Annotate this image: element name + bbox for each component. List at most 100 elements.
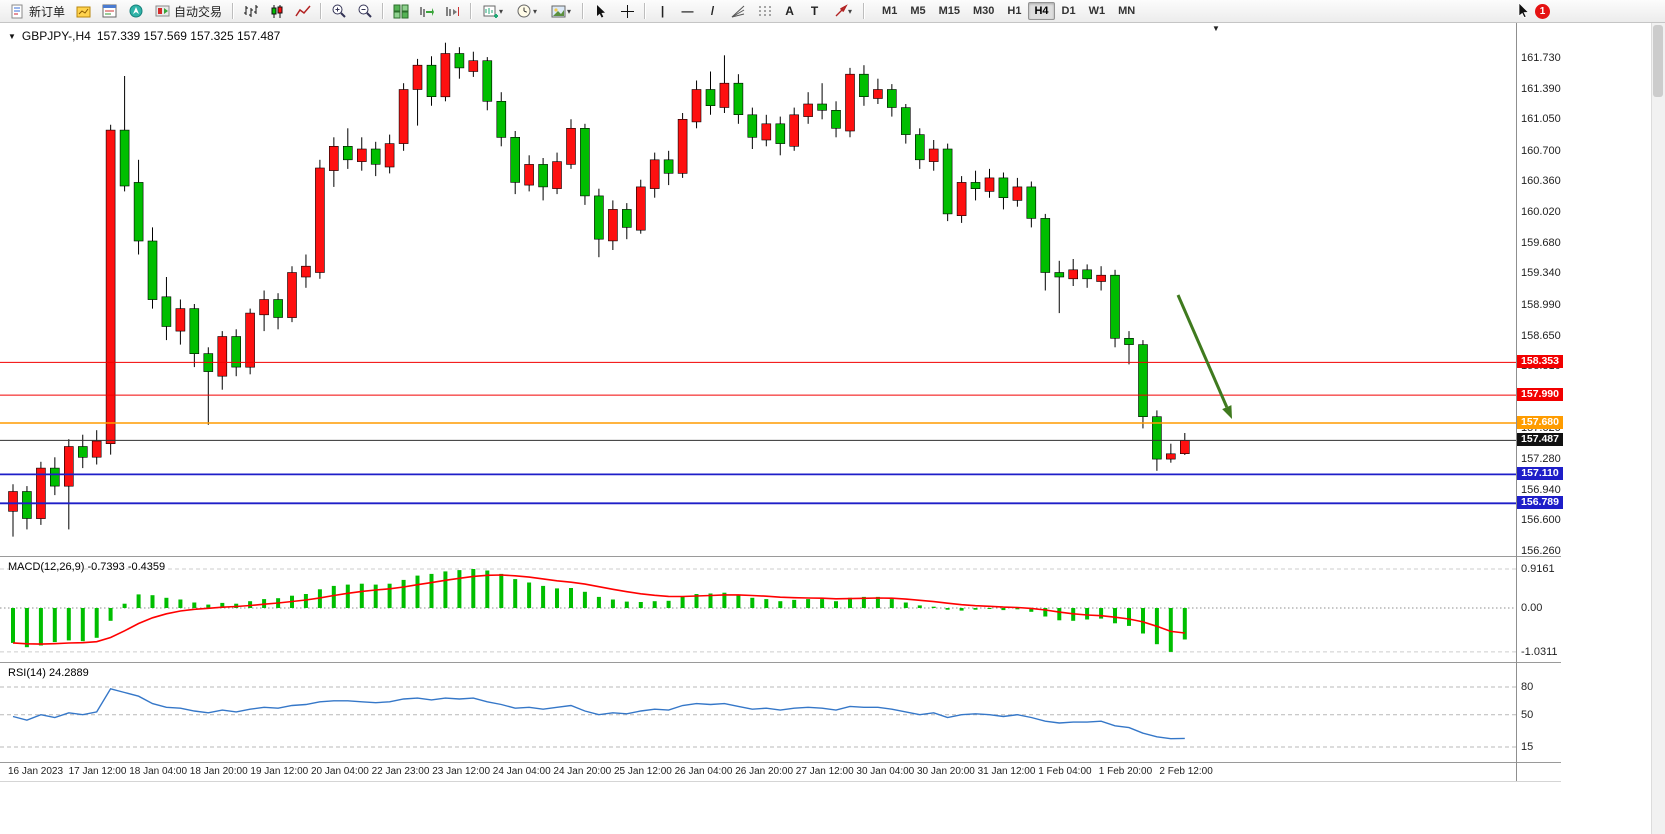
price-line-badge: 157.680 (1517, 416, 1563, 430)
macd-panel-canvas[interactable] (0, 558, 1516, 662)
autotrading-label: 自动交易 (174, 4, 223, 19)
macd-panel-separator[interactable] (0, 556, 1561, 557)
timeframe-H1-button[interactable]: H1 (1007, 5, 1022, 17)
time-axis-label: 19 Jan 12:00 (250, 766, 309, 777)
toolbar-separator (863, 3, 866, 19)
ohlc-collapse-icon[interactable]: ▼ (8, 31, 16, 41)
trendline-icon: / (710, 4, 715, 18)
auto-scroll-icon (420, 6, 435, 17)
price-axis-label: 159.680 (1521, 236, 1561, 249)
price-axis-label: 161.390 (1521, 82, 1561, 95)
zoom-out-button[interactable] (353, 1, 377, 22)
vertical-line-tool-button[interactable]: | (651, 1, 674, 22)
autotrading-icon (155, 5, 170, 16)
market-watch-icon (102, 4, 117, 17)
price-axis-label: 160.020 (1521, 206, 1561, 219)
time-axis[interactable]: 16 Jan 2023 17 Jan 12:00 18 Jan 04:00 18 Ja… (0, 763, 1516, 782)
bar-chart-button[interactable] (239, 1, 263, 22)
notification-count: 1 (1539, 5, 1546, 17)
chart-ohlc-values: 157.339 157.569 157.325 157.487 (96, 29, 281, 43)
toolbar: 新订单 自动交易 (0, 0, 1665, 23)
timeframe-M30-button[interactable]: M30 (973, 5, 995, 17)
cycle-lines-tool-button[interactable] (752, 1, 776, 22)
auto-scroll-button[interactable] (415, 1, 439, 22)
timeframe-M5-button[interactable]: M5 (910, 5, 926, 17)
periodicity-button[interactable]: ▾ (511, 1, 543, 22)
timeframe-M15-button[interactable]: M15 (938, 5, 960, 17)
timeframe-D1-button[interactable]: D1 (1061, 5, 1076, 17)
market-watch-button[interactable] (98, 1, 122, 22)
text-label-tool-button[interactable]: T (803, 1, 826, 22)
time-axis-label: 1 Feb 04:00 (1038, 766, 1092, 777)
price-chart-canvas[interactable] (0, 23, 1516, 556)
vertical-scrollbar[interactable] (1651, 23, 1665, 834)
chart-symbol-period: GBPJPY-,H4 (21, 29, 91, 43)
timeframe-H4-button[interactable]: H4 (1028, 2, 1055, 20)
navigator-button[interactable] (124, 1, 148, 22)
macd-axis-label: -1.0311 (1521, 645, 1558, 658)
toolbar-separator (470, 3, 473, 19)
time-axis-label: 20 Jan 04:00 (311, 766, 369, 777)
chart-shift-marker[interactable]: ▼ (1212, 24, 1220, 33)
price-line-badge: 157.990 (1517, 388, 1563, 402)
price-axis-label: 156.600 (1521, 514, 1561, 527)
fibonacci-tool-button[interactable] (726, 1, 750, 22)
arrow-shape-icon (835, 4, 848, 17)
time-axis-label: 31 Jan 12:00 (977, 766, 1036, 777)
time-axis-label: 26 Jan 04:00 (674, 766, 733, 777)
crosshair-tool-button[interactable] (615, 1, 639, 22)
chart-title: ▼ GBPJPY-,H4 157.339 157.569 157.325 157… (8, 29, 280, 43)
price-axis-label: 161.730 (1521, 52, 1561, 64)
trendline-tool-button[interactable]: / (701, 1, 724, 22)
horizontal-line-tool-button[interactable]: — (676, 1, 699, 22)
new-chart-file-button[interactable] (72, 1, 96, 22)
timeframe-W1-button[interactable]: W1 (1088, 5, 1106, 17)
tile-windows-icon (393, 4, 409, 18)
time-axis-label: 2 Feb 12:00 (1159, 766, 1213, 777)
rsi-axis-label: 15 (1521, 741, 1534, 753)
time-axis-label: 30 Jan 20:00 (917, 766, 975, 777)
line-chart-button[interactable] (291, 1, 315, 22)
rsi-axis-label: 50 (1521, 708, 1534, 721)
candlestick-chart-button[interactable] (265, 1, 289, 22)
toolbar-separator (582, 3, 585, 19)
chart-shift-icon (446, 6, 460, 16)
dropdown-caret: ▾ (848, 6, 853, 16)
chart-shift-button[interactable] (441, 1, 465, 22)
time-axis-label: 1 Feb 20:00 (1098, 766, 1153, 777)
time-axis-label: 22 Jan 23:00 (371, 766, 430, 777)
arrows-tool-button[interactable]: ▾ (828, 1, 858, 22)
text-tool-button[interactable]: A (778, 1, 801, 22)
bid-price-badge: 157.487 (1517, 433, 1563, 447)
templates-button[interactable]: ▾ (545, 1, 577, 22)
time-axis-label: 24 Jan 20:00 (553, 766, 612, 777)
timeframe-M1-button[interactable]: M1 (882, 5, 898, 17)
price-axis-border (1516, 23, 1517, 781)
new-order-button[interactable]: 新订单 (5, 1, 70, 22)
price-axis-label: 156.260 (1521, 545, 1561, 557)
yellow-chart-icon (76, 6, 91, 17)
autotrading-button[interactable]: 自动交易 (150, 1, 227, 22)
time-axis-label: 17 Jan 12:00 (68, 766, 127, 777)
price-axis-label: 158.650 (1521, 329, 1561, 342)
notification-badge[interactable]: 1 (1535, 3, 1550, 19)
rsi-panel-separator[interactable] (0, 662, 1561, 663)
horizontal-line-icon: — (681, 4, 694, 18)
zoom-in-button[interactable] (327, 1, 351, 22)
toolbar-separator (382, 3, 385, 19)
time-axis-label: 24 Jan 04:00 (492, 766, 551, 777)
time-axis-label: 18 Jan 20:00 (189, 766, 248, 777)
time-axis-separator (0, 762, 1561, 763)
price-axis-label: 158.990 (1521, 298, 1561, 311)
new-chart-button[interactable]: ▾ (477, 1, 509, 22)
cycle-lines-icon (759, 5, 771, 17)
time-axis-label: 23 Jan 12:00 (432, 766, 491, 777)
cursor-tool-button[interactable] (589, 1, 613, 22)
rsi-panel-canvas[interactable] (0, 664, 1516, 761)
toolbar-separator (644, 3, 647, 19)
tile-windows-button[interactable] (389, 1, 413, 22)
timeframe-MN-button[interactable]: MN (1118, 5, 1136, 17)
price-axis-label: 160.700 (1521, 144, 1561, 157)
scrollbar-thumb[interactable] (1653, 25, 1663, 97)
template-icon (551, 5, 566, 17)
